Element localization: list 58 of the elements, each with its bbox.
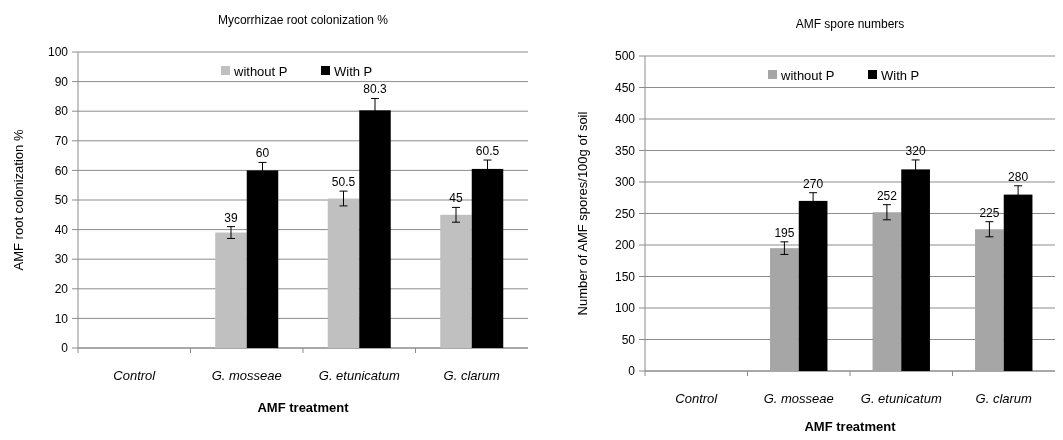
chart-title: Mycorrhizae root colonization %: [217, 13, 389, 27]
y-tick-label: 0: [61, 341, 69, 356]
y-tick-label: 250: [614, 206, 636, 221]
y-tick-label: 300: [614, 175, 636, 190]
data-label: 60.5: [475, 144, 500, 159]
legend-label: With P: [334, 63, 373, 79]
y-tick-label: 50: [621, 332, 636, 347]
y-tick-label: 500: [614, 49, 636, 64]
y-tick-label: 20: [54, 282, 69, 296]
data-label: 50.5: [331, 175, 356, 190]
bar: [327, 198, 360, 348]
y-tick-label: 10: [54, 311, 69, 326]
y-axis-title: AMF root colonization %: [11, 129, 26, 271]
x-tick-label: G. clarum: [975, 391, 1033, 406]
data-label: 45: [449, 191, 463, 206]
data-label: 252: [876, 188, 898, 203]
x-tick-label: G. etunicatum: [318, 368, 400, 383]
x-tick-label: G. etunicatum: [860, 391, 942, 406]
x-axis-title: AMF treatment: [804, 419, 897, 434]
bar: [872, 212, 902, 371]
bar: [215, 232, 247, 348]
y-axis-title: Number of AMF spores/100g of soil: [575, 111, 590, 316]
bar: [975, 229, 1004, 371]
bar: [440, 214, 472, 348]
legend-label: without P: [780, 67, 835, 83]
x-axis-title: AMF treatment: [257, 400, 350, 415]
data-label: 280: [1008, 169, 1029, 184]
y-tick-label: 50: [54, 193, 69, 208]
x-tick-label: Control: [113, 368, 157, 383]
data-label: 320: [905, 143, 926, 158]
x-tick-label: Control: [675, 391, 719, 406]
data-label: 270: [803, 176, 824, 191]
y-tick-label: 200: [614, 238, 636, 253]
data-label: 60: [255, 146, 270, 161]
y-tick-label: 0: [628, 364, 636, 379]
y-tick-label: 90: [54, 74, 69, 89]
y-tick-label: 40: [54, 222, 69, 237]
y-tick-label: 350: [614, 143, 636, 158]
bar: [770, 248, 799, 371]
data-label: 39: [224, 210, 238, 225]
y-tick-label: 80: [54, 104, 69, 119]
chart-title: AMF spore numbers: [795, 17, 905, 31]
y-tick-label: 400: [614, 112, 636, 127]
y-tick-label: 100: [47, 45, 69, 60]
legend-label: With P: [881, 67, 920, 83]
legend-label: without P: [233, 63, 288, 79]
data-label: 225: [979, 205, 1000, 220]
y-tick-label: 60: [54, 163, 69, 178]
y-tick-label: 30: [54, 252, 69, 267]
y-tick-label: 100: [614, 301, 636, 316]
x-tick-label: G. mosseae: [763, 391, 834, 406]
x-tick-label: G. clarum: [443, 368, 501, 383]
y-tick-label: 450: [614, 80, 636, 95]
data-label: 80.3: [363, 82, 387, 97]
x-tick-label: G. mosseae: [211, 368, 282, 383]
data-label: 195: [774, 225, 795, 240]
y-tick-label: 150: [614, 269, 636, 284]
y-tick-label: 70: [54, 134, 69, 148]
